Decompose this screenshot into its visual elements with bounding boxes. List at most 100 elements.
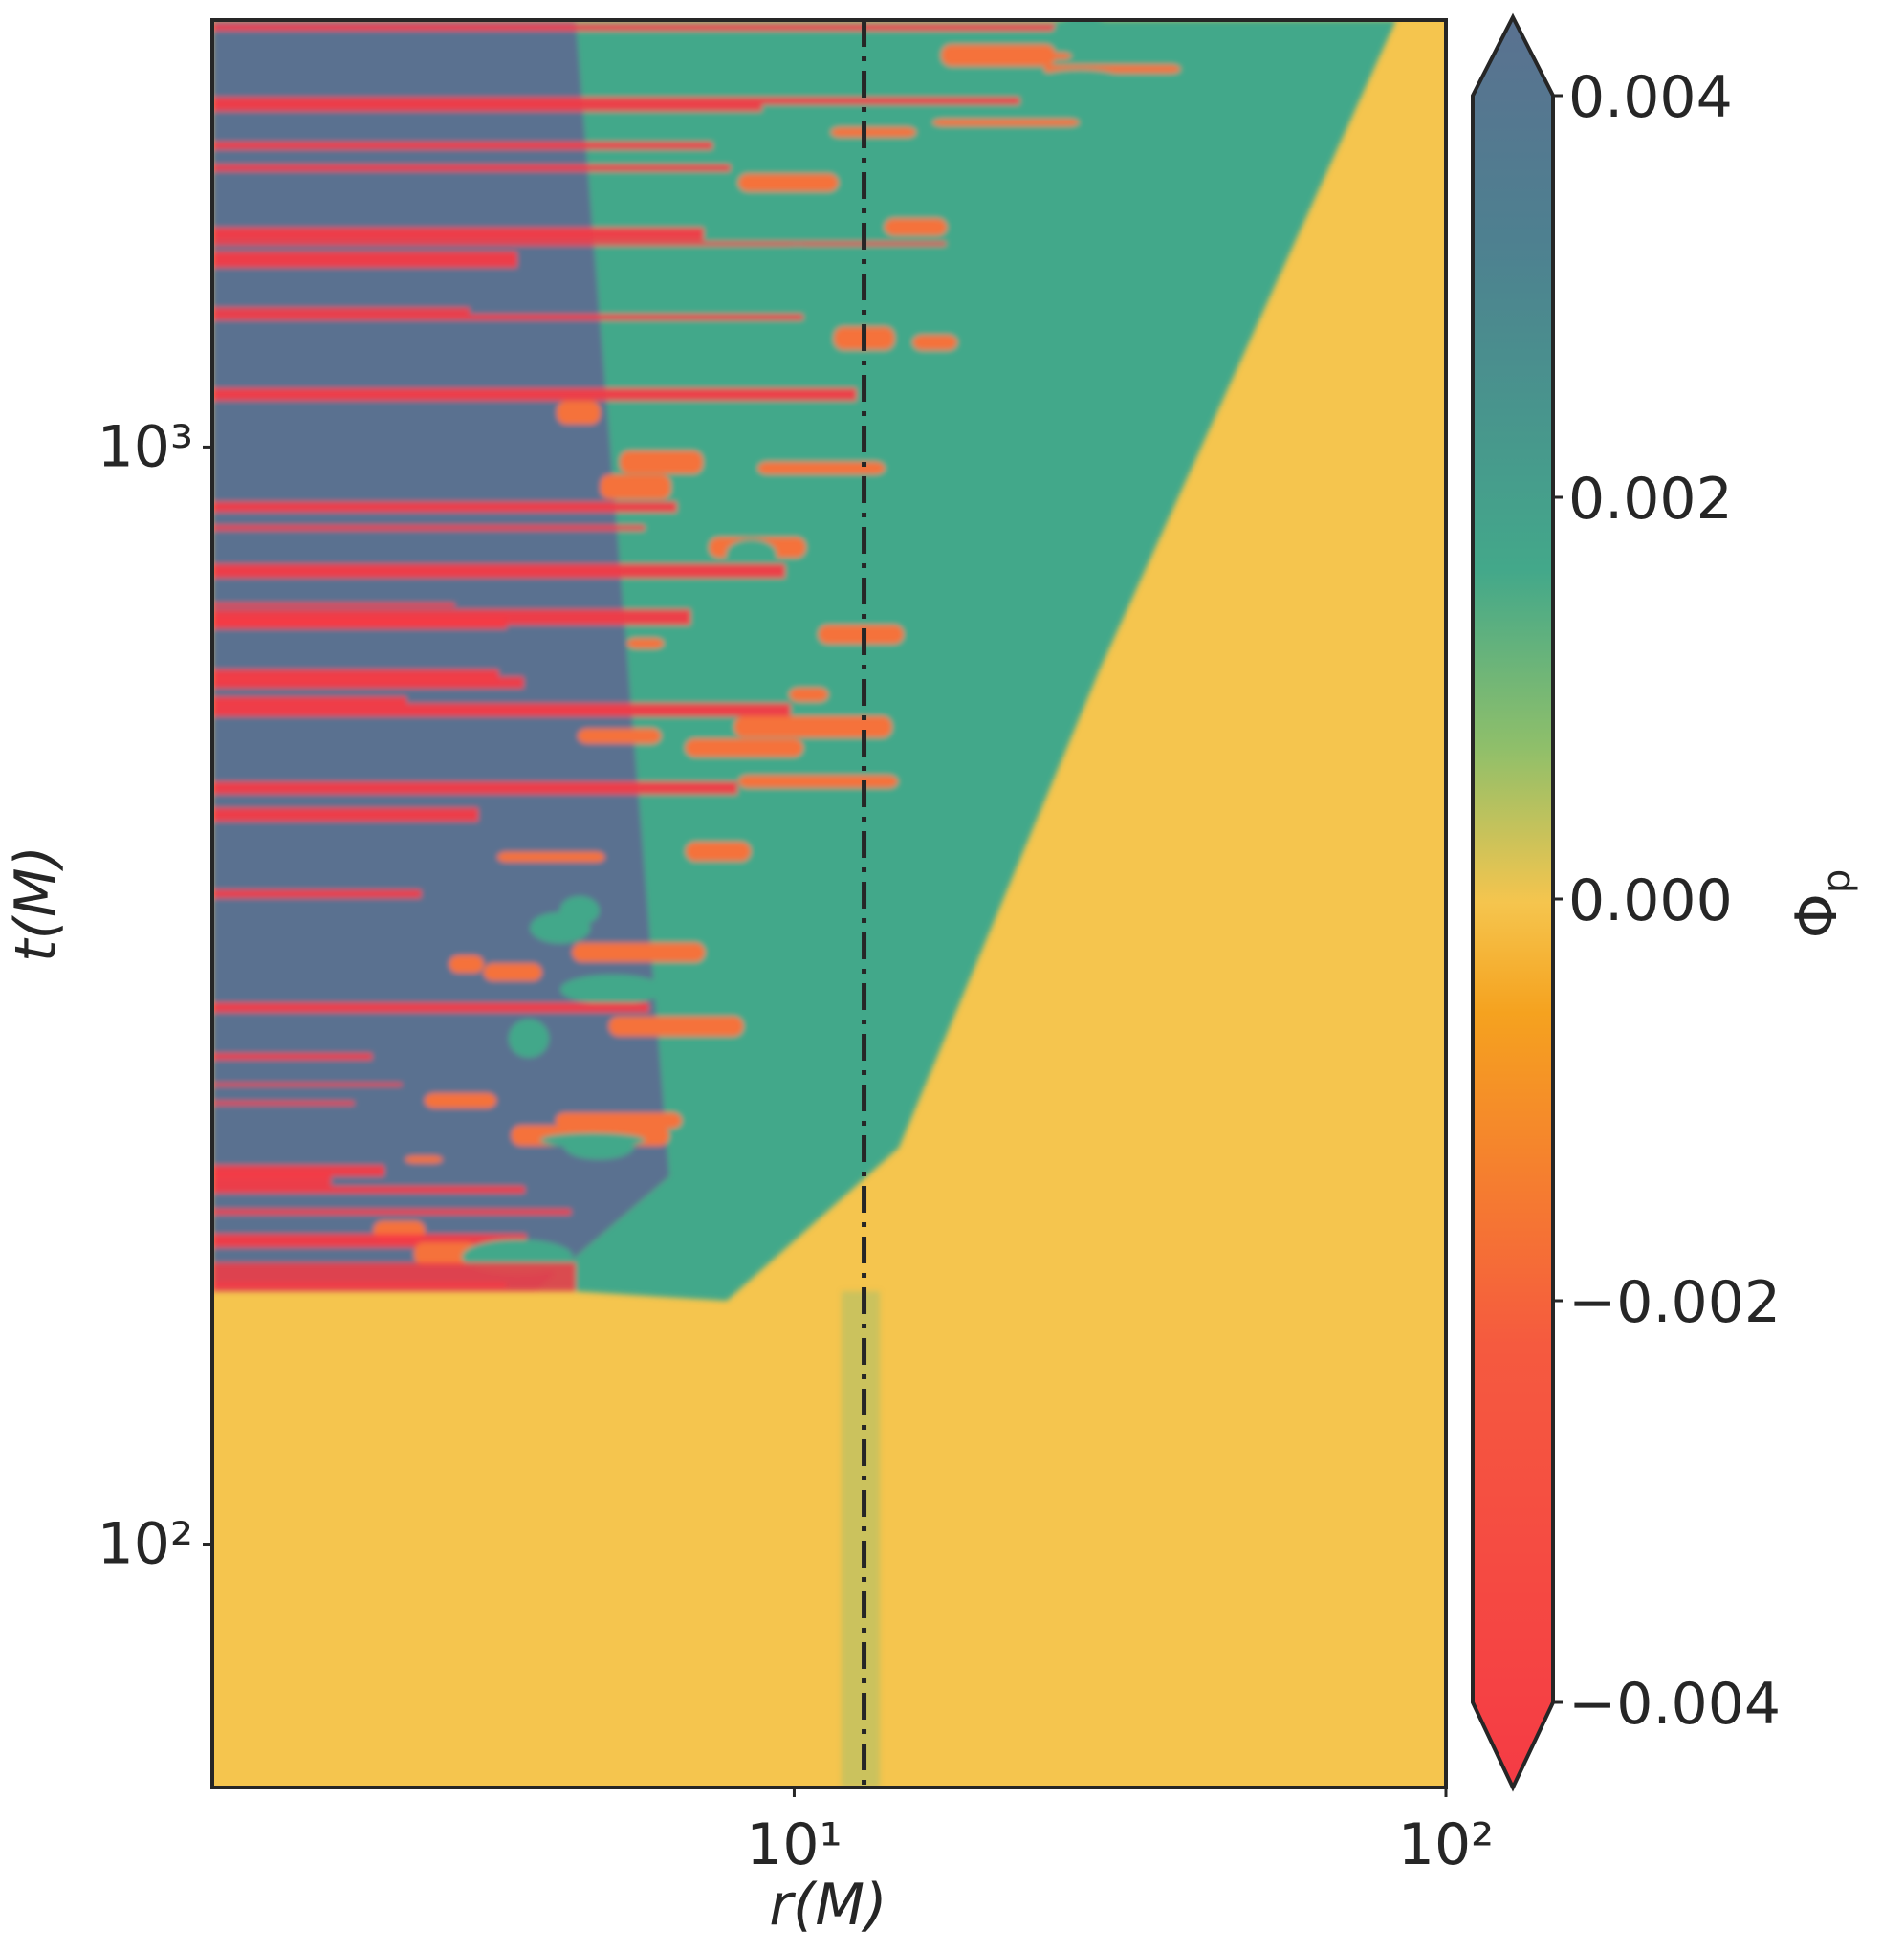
colorbar-tick-label-1: 0.002 — [1568, 466, 1733, 533]
olive-plume — [842, 1291, 880, 1788]
negative-streak — [212, 603, 455, 607]
teal-blob — [623, 533, 681, 560]
negative-streak — [212, 104, 762, 112]
colorbar-ticks: 0.004 0.002 0.000 −0.002 −0.004 — [1553, 64, 1781, 1738]
orange-blob — [557, 401, 601, 425]
onset-negative-band — [212, 1262, 576, 1292]
negative-streak — [212, 676, 524, 689]
plot-frame — [210, 18, 1448, 1789]
teal-region — [536, 20, 1396, 1301]
negative-streak — [212, 251, 517, 268]
orange-blob — [912, 335, 957, 351]
orange-blob — [600, 474, 671, 499]
x-tick-label-1: 10² — [1398, 1811, 1494, 1878]
negative-streak — [212, 24, 1106, 32]
teal-blob — [784, 369, 835, 385]
orange-blob — [757, 462, 886, 474]
orange-blob — [449, 955, 484, 974]
teal-blob — [801, 578, 900, 616]
negative-streak — [212, 807, 479, 822]
negative-streak — [212, 781, 738, 795]
orange-blob — [626, 638, 665, 648]
orange-blob — [738, 173, 839, 192]
colorbar-tick-label-4: −0.004 — [1568, 1671, 1781, 1738]
orange-blob — [830, 127, 916, 138]
negative-streak — [212, 1083, 403, 1086]
negative-streak — [212, 1053, 373, 1060]
orange-blob — [932, 119, 1080, 126]
orange-blob — [686, 842, 751, 862]
colorbar-tick-label-3: −0.002 — [1568, 1269, 1781, 1336]
heatmap-area — [210, 18, 1448, 1789]
colorbar-label-main: Φ — [1784, 893, 1850, 938]
orange-blob — [733, 715, 892, 737]
negative-streak — [212, 696, 407, 706]
orange-blob — [483, 963, 542, 981]
colorbar: 0.004 0.002 0.000 −0.002 −0.004 Φp — [1471, 12, 1859, 1792]
negative-streak — [212, 97, 1020, 105]
negative-streak — [212, 1186, 525, 1194]
orange-blob — [949, 53, 1072, 60]
teal-blob — [1052, 20, 1113, 49]
negative-streak — [212, 1209, 572, 1216]
x-axis-ticks: 10¹ 10² — [746, 1788, 1494, 1878]
colorbar-tick-label-0: 0.004 — [1568, 64, 1733, 131]
colorbar-label-sub: p — [1815, 869, 1859, 893]
teal-blob — [559, 974, 666, 1005]
teal-blob — [1021, 69, 1139, 107]
negative-streak — [212, 617, 508, 629]
negative-streak — [212, 241, 947, 246]
negative-streak — [212, 889, 422, 898]
field-texture — [212, 20, 1396, 1788]
negative-streak — [212, 1002, 649, 1013]
orange-blob — [884, 218, 948, 236]
negative-streak — [212, 314, 803, 320]
colorbar-tick-label-2: 0.000 — [1568, 867, 1733, 934]
orange-blob — [497, 851, 605, 863]
teal-blob — [508, 1019, 550, 1058]
negative-streak — [212, 1101, 355, 1106]
colorbar-label: Φp — [1784, 869, 1859, 939]
teal-blob — [734, 816, 815, 840]
negative-streak — [212, 164, 731, 172]
y-axis-ticks: 10² 10³ — [98, 413, 212, 1578]
orange-blob — [578, 728, 662, 744]
negative-streak — [212, 563, 785, 579]
teal-blob — [771, 888, 818, 904]
teal-blob — [563, 1133, 635, 1160]
orange-blob — [424, 1092, 497, 1108]
negative-streak — [212, 703, 791, 717]
teal-blob — [725, 538, 777, 570]
negative-streak — [212, 307, 471, 315]
orange-blob — [685, 738, 803, 757]
teal-blob — [1048, 389, 1081, 427]
teal-blob — [779, 866, 820, 886]
teal-blob — [957, 188, 1036, 220]
negative-streak — [212, 525, 646, 531]
colorbar-body — [1471, 12, 1555, 1792]
negative-streak — [212, 227, 704, 242]
orange-blob — [738, 775, 898, 788]
orange-blob — [555, 1112, 682, 1129]
negative-streak — [212, 1172, 332, 1187]
heatmap-bands — [212, 20, 1396, 1788]
orange-blob — [620, 450, 703, 474]
orange-blob — [608, 1016, 744, 1037]
teal-blob — [824, 420, 878, 453]
x-axis-label: r(M) — [769, 1872, 886, 1939]
x-tick-label-0: 10¹ — [746, 1811, 842, 1878]
y-axis-label: t(M) — [3, 845, 70, 962]
negative-streak — [212, 1165, 384, 1177]
orange-blob — [572, 942, 706, 962]
teal-blob — [761, 245, 835, 274]
teal-blob — [952, 482, 1069, 498]
negative-streak — [212, 669, 499, 681]
negative-streak — [212, 388, 857, 401]
teal-blob — [530, 911, 591, 944]
y-tick-label-1: 10³ — [98, 413, 193, 480]
orange-blob — [414, 1242, 477, 1265]
y-tick-label-0: 10² — [98, 1511, 193, 1578]
orange-blob — [405, 1155, 443, 1164]
orange-blob — [818, 625, 904, 645]
